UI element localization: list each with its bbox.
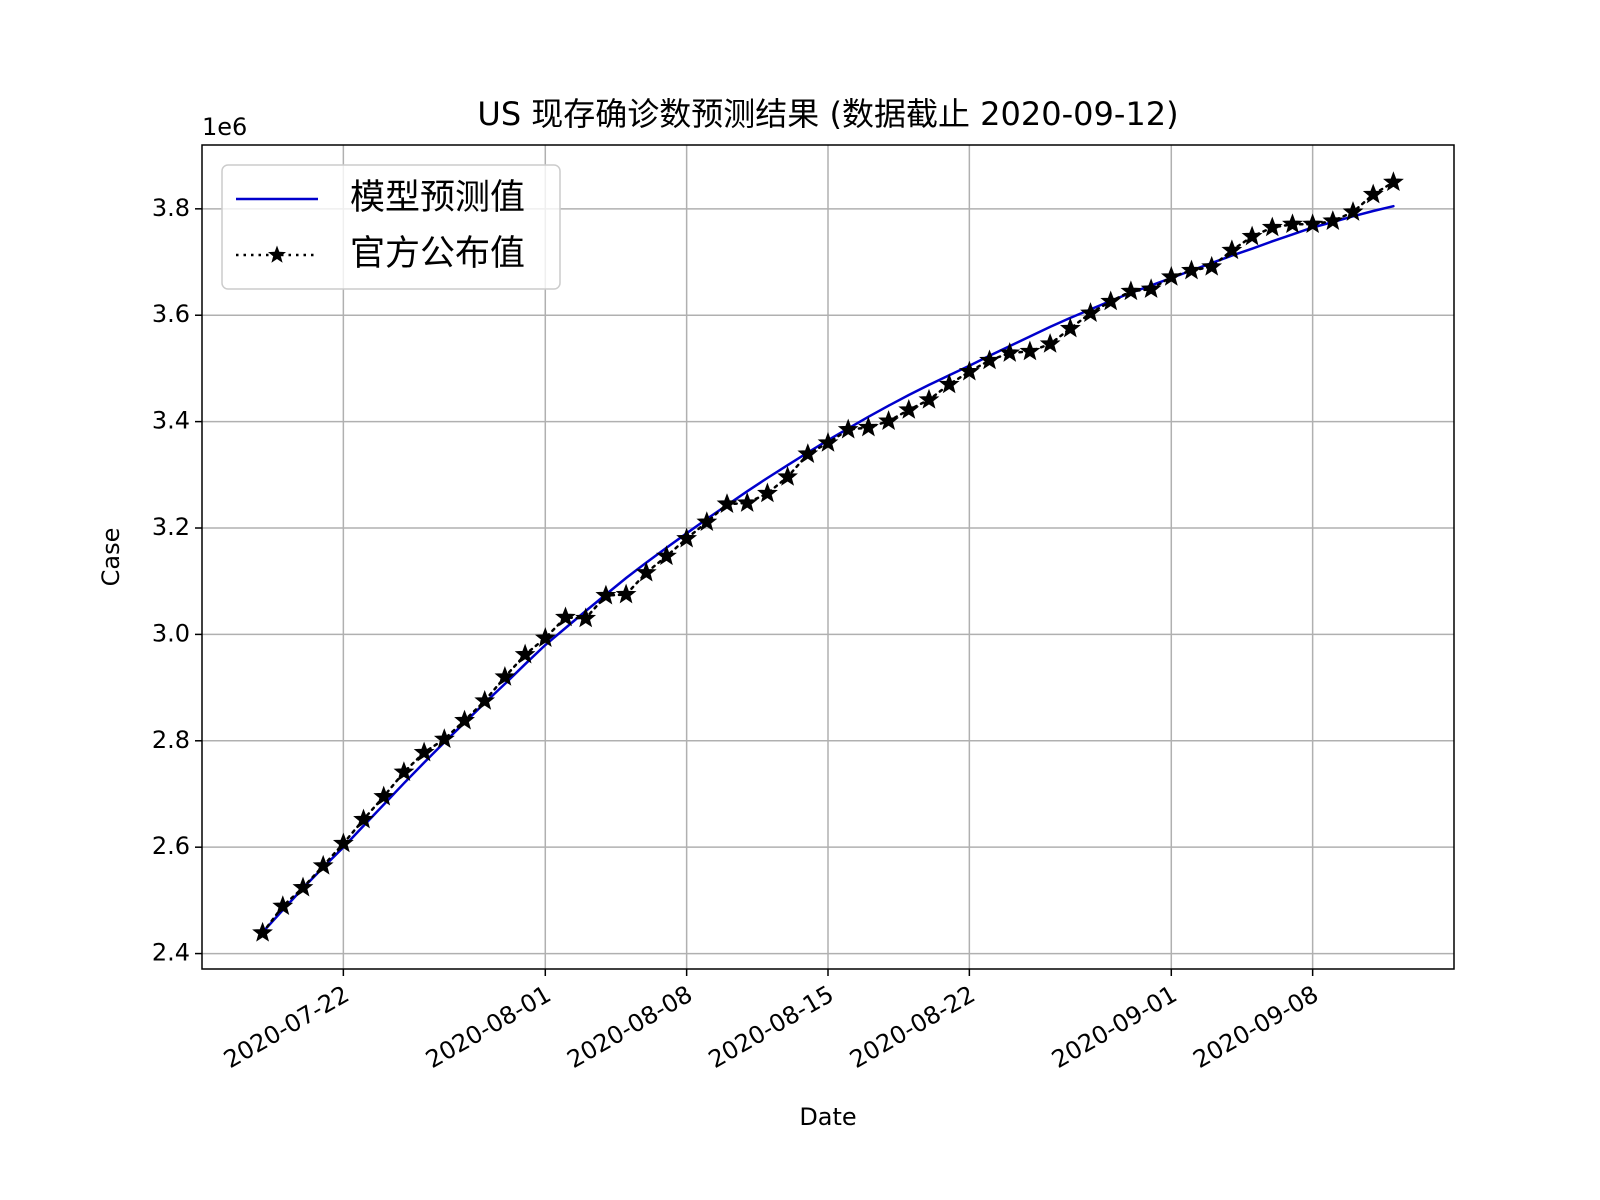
y-tick-label: 2.8 (152, 726, 190, 754)
star-marker (1302, 213, 1324, 234)
star-marker (736, 492, 758, 512)
y-tick-label: 3.6 (152, 300, 190, 328)
x-tick-label: 2020-09-08 (1188, 980, 1323, 1074)
star-marker (514, 643, 536, 664)
x-tick-label: 2020-08-22 (845, 980, 980, 1074)
star-marker (1120, 280, 1142, 301)
star-marker (1160, 265, 1182, 286)
star-marker (1140, 278, 1162, 298)
star-marker (797, 443, 819, 463)
star-marker (918, 388, 940, 409)
legend-label: 官方公布值 (350, 234, 525, 274)
star-marker (373, 785, 395, 806)
star-marker (393, 761, 415, 782)
star-marker (433, 728, 455, 749)
star-marker (635, 561, 657, 582)
star-marker (1100, 290, 1122, 311)
star-marker (252, 921, 273, 942)
star-marker (1221, 239, 1243, 260)
star-marker (958, 360, 980, 381)
y-scale-label: 1e6 (202, 113, 247, 141)
star-marker (494, 666, 516, 686)
star-marker (1241, 225, 1263, 246)
star-marker (1362, 183, 1384, 204)
x-tick-label: 2020-08-08 (562, 980, 697, 1074)
star-marker (999, 342, 1021, 362)
y-tick-label: 3.0 (152, 619, 190, 647)
star-marker (454, 709, 475, 730)
star-marker (1039, 333, 1061, 353)
star-marker (534, 627, 556, 647)
legend-label: 模型预测值 (350, 178, 525, 218)
star-marker (1342, 201, 1364, 221)
star-marker (817, 431, 839, 452)
star-marker (474, 689, 496, 710)
y-axis-label: Case (97, 528, 125, 587)
star-marker (292, 876, 314, 897)
star-marker (272, 895, 294, 916)
star-marker (1181, 259, 1202, 280)
x-axis-label: Date (799, 1103, 856, 1131)
x-tick-label: 2020-09-01 (1047, 980, 1182, 1074)
star-marker (716, 493, 738, 513)
star-marker (1261, 216, 1283, 237)
star-marker (676, 527, 698, 548)
chart-title: US 现存确诊数预测结果 (数据截止 2020-09-12) (477, 95, 1178, 133)
star-marker (979, 349, 1000, 370)
star-marker (898, 398, 920, 419)
legend-box (221, 164, 561, 290)
y-tick-label: 3.4 (152, 407, 190, 435)
y-tick-label: 2.4 (152, 939, 190, 967)
star-marker (1322, 210, 1344, 230)
y-tick-label: 3.8 (152, 194, 190, 222)
star-marker (878, 410, 899, 430)
star-marker (858, 416, 879, 437)
star-marker (656, 545, 677, 566)
star-marker (1282, 213, 1303, 234)
star-marker (1019, 340, 1041, 361)
star-marker (837, 418, 859, 439)
star-marker (1383, 171, 1404, 192)
star-marker (757, 482, 778, 503)
star-marker (615, 583, 637, 604)
x-tick-label: 2020-07-22 (219, 980, 354, 1074)
star-marker (777, 465, 798, 486)
x-tick-label: 2020-08-15 (704, 980, 839, 1074)
star-marker (1080, 302, 1101, 322)
star-marker (1201, 255, 1223, 276)
star-marker (938, 373, 960, 394)
star-marker (312, 854, 334, 875)
star-marker (1059, 317, 1081, 338)
star-marker (332, 832, 354, 853)
star-marker (413, 741, 435, 762)
legend-marker (268, 245, 286, 263)
y-tick-label: 2.6 (152, 832, 190, 860)
star-marker (696, 511, 718, 531)
plot-frame (201, 144, 1455, 970)
x-tick-label: 2020-08-01 (421, 980, 556, 1074)
star-marker (353, 808, 374, 829)
star-marker (595, 584, 617, 605)
star-marker (555, 606, 576, 627)
y-tick-label: 3.2 (152, 513, 190, 541)
star-marker (575, 607, 597, 628)
